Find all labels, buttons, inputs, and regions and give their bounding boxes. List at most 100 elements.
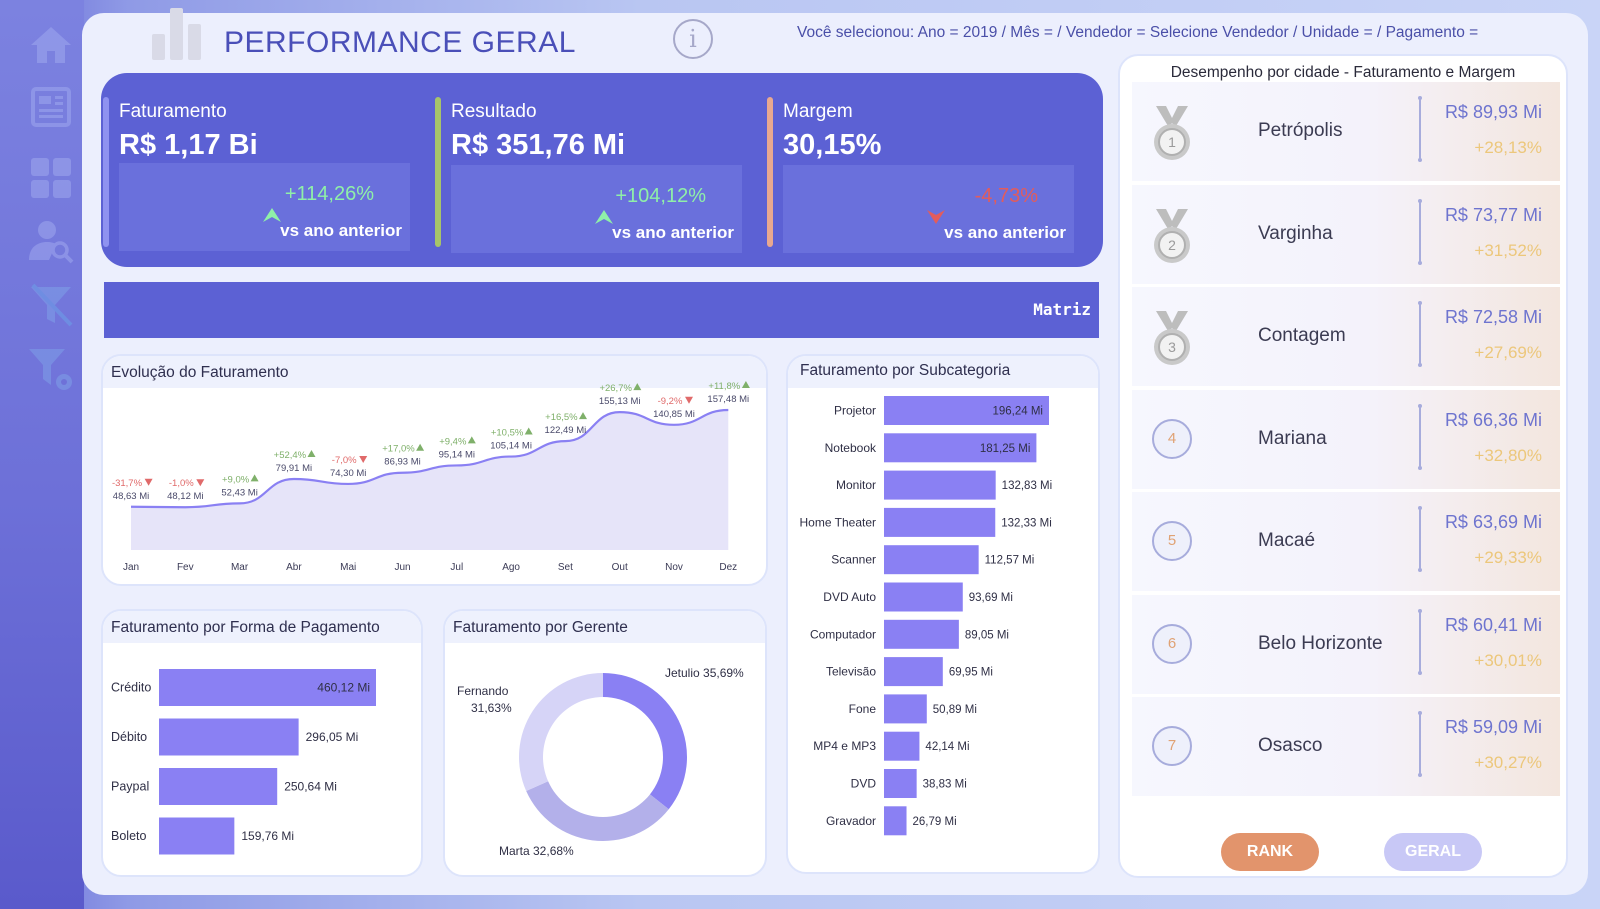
donut-slice — [526, 781, 669, 841]
change-label: -1,0% — [169, 478, 194, 489]
bar — [884, 545, 979, 575]
change-label: +9,0% — [222, 474, 250, 485]
trend-up-icon — [307, 449, 316, 457]
trend-up-icon — [524, 427, 533, 435]
kpi-accent — [103, 97, 109, 247]
data-label: 79,91 Mi — [276, 463, 312, 474]
donut-slice — [603, 673, 687, 810]
trend-up-icon — [579, 412, 587, 420]
bar-value-label: 460,12 Mi — [317, 681, 370, 695]
kpi-change-card: +114,26% vs ano anterior — [119, 163, 410, 251]
medal-icon: 2 — [1154, 208, 1190, 263]
filter-settings-icon[interactable] — [24, 342, 78, 396]
bar — [159, 718, 299, 756]
ranking-row[interactable]: 1 Petrópolis R$ 89,93 Mi +28,13% — [1132, 82, 1560, 181]
matriz-label: Matriz — [1033, 300, 1091, 319]
bar — [159, 768, 278, 805]
kpi-value: R$ 1,17 Bi — [119, 129, 258, 161]
ranking-row[interactable]: 7 Osasco R$ 59,09 Mi +30,27% — [1132, 697, 1560, 796]
kpi-vs-label: vs ano anterior — [944, 223, 1066, 242]
data-label: 157,48 Mi — [707, 394, 749, 405]
kpi-change: +104,12% — [615, 185, 706, 207]
home-icon[interactable] — [24, 18, 78, 72]
evolucao-chart: Jan 48,63 Mi -31,7% Fev 48,12 Mi -1,0% Mar 52,4… — [112, 381, 750, 573]
change-label: +16,5% — [545, 412, 578, 423]
bar-value-label: 93,69 Mi — [969, 592, 1013, 604]
data-label: 105,14 Mi — [490, 441, 532, 452]
kpi-label: Faturamento — [119, 101, 227, 122]
city-margin: +30,01% — [1474, 650, 1542, 670]
gerente-panel: Faturamento por Gerente Jetulio 35,69% Ma… — [443, 609, 767, 877]
x-tick-label: Out — [612, 562, 628, 573]
bar-value-label: 250,64 Mi — [284, 780, 337, 794]
rank-button[interactable]: RANK — [1221, 833, 1319, 871]
bar — [159, 669, 376, 706]
city-margin: +32,80% — [1474, 445, 1542, 465]
city-name: Belo Horizonte — [1258, 632, 1383, 654]
subcategoria-title: Faturamento por Subcategoria — [788, 356, 1098, 388]
city-name: Petrópolis — [1258, 120, 1343, 141]
data-label: 140,85 Mi — [653, 409, 695, 420]
bar-category-label: Home Theater — [800, 515, 876, 529]
medal-number: 3 — [1168, 339, 1176, 355]
bar — [884, 433, 1037, 463]
slice-value-label: 31,63% — [471, 701, 512, 715]
trend-up-icon — [467, 436, 476, 444]
change-label: -7,0% — [332, 455, 357, 466]
info-icon[interactable]: i — [673, 19, 713, 59]
rank-number: 6 — [1152, 623, 1192, 664]
bar — [884, 396, 1049, 425]
data-label: 86,93 Mi — [384, 457, 420, 468]
x-tick-label: Jun — [394, 562, 410, 573]
x-tick-label: Jan — [123, 562, 139, 573]
ranking-row[interactable]: 3 Contagem R$ 72,58 Mi +27,69% — [1132, 287, 1560, 386]
bar-category-label: Gravador — [826, 814, 876, 828]
clear-filter-icon[interactable] — [24, 278, 78, 332]
bar-value-label: 132,33 Mi — [1001, 517, 1052, 529]
trend-down-icon — [927, 210, 945, 224]
divider — [1418, 198, 1422, 265]
kpi-accent — [435, 97, 441, 247]
kpi-margem: Margem 30,15% -4,73% vs ano anterior — [765, 73, 1090, 267]
geral-button[interactable]: GERAL — [1384, 833, 1482, 871]
subcategoria-chart: Projetor 196,24 Mi Notebook 181,25 Mi Monito… — [800, 396, 1052, 836]
ranking-row[interactable]: 6 Belo Horizonte R$ 60,41 Mi +30,01% — [1132, 594, 1560, 694]
change-label: -31,7% — [112, 478, 143, 489]
bar — [884, 769, 917, 798]
trend-up-icon — [741, 381, 750, 389]
data-label: 95,14 Mi — [439, 449, 475, 460]
kpi-change-card: +104,12% vs ano anterior — [451, 165, 742, 253]
report-icon[interactable] — [24, 80, 78, 134]
slice-label: Jetulio 35,69% — [665, 666, 744, 680]
trend-up-icon — [595, 210, 613, 224]
city-margin: +30,27% — [1474, 753, 1542, 772]
trend-down-icon — [196, 479, 205, 487]
x-tick-label: Ago — [502, 562, 520, 573]
city-revenue: R$ 63,69 Mi — [1444, 512, 1542, 532]
slice-label: Marta 32,68% — [499, 844, 574, 858]
ranking-row[interactable]: 2 Varginha R$ 73,77 Mi +31,52% — [1132, 184, 1560, 284]
city-margin: +28,13% — [1474, 138, 1542, 157]
change-label: +52,4% — [274, 450, 307, 461]
bar-value-label: 50,89 Mi — [933, 704, 977, 716]
divider — [1418, 96, 1422, 162]
matriz-bar[interactable]: Matriz — [104, 282, 1099, 338]
ranking-row[interactable]: 5 Macaé R$ 63,69 Mi +29,33% — [1132, 492, 1560, 591]
slice-label: Fernando — [457, 684, 509, 698]
bar-value-label: 38,83 Mi — [923, 779, 967, 791]
bar-category-label: Boleto — [111, 829, 146, 843]
bar-category-label: Fone — [849, 702, 877, 716]
dashboard-grid-icon[interactable] — [24, 151, 78, 205]
evolucao-panel: Evolução do Faturamento Jan 48,63 Mi -31,7… — [101, 354, 768, 586]
trend-down-icon — [685, 396, 693, 404]
bar-value-label: 69,95 Mi — [949, 667, 993, 679]
change-label: -9,2% — [658, 396, 683, 407]
bar-category-label: Monitor — [836, 478, 876, 492]
ranking-panel: Desempenho por cidade - Faturamento e Ma… — [1118, 54, 1568, 878]
kpi-change: -4,73% — [974, 185, 1038, 207]
divider — [1418, 403, 1422, 470]
x-tick-label: Nov — [665, 562, 683, 573]
kpi-faturamento: Faturamento R$ 1,17 Bi +114,26% vs ano a… — [101, 73, 426, 267]
user-search-icon[interactable] — [24, 213, 78, 267]
ranking-row[interactable]: 4 Mariana R$ 66,36 Mi +32,80% — [1132, 389, 1560, 489]
